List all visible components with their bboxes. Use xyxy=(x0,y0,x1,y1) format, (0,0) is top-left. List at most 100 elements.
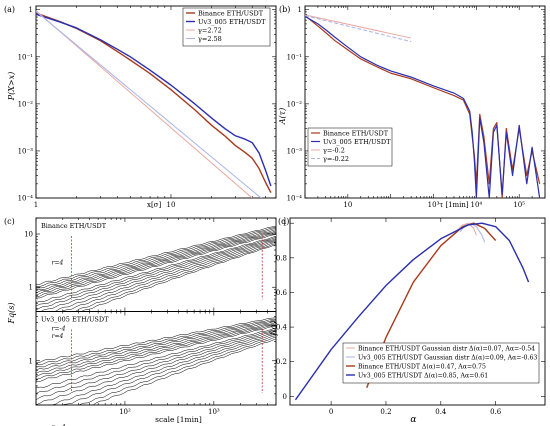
panel-d-ytick-label: 0.4 xyxy=(276,324,288,332)
panel-c-fq-curve xyxy=(36,225,276,286)
panel-a-series-line xyxy=(36,11,262,198)
panel-c-fq-curve xyxy=(36,329,276,394)
panel-b-legend-box xyxy=(307,127,393,167)
panel-c-fq-curve xyxy=(78,336,276,405)
panel-d-legend-label: Uv3_005 ETH/USDT Δ(α)=0.85, Aα=0.61 xyxy=(358,373,488,380)
panel-c-q-top-label: r=4 xyxy=(52,259,64,266)
panel-a-xtick-label: 1 xyxy=(34,201,38,209)
panel-d-legend-label: Binance ETH/USDT Gaussian distr Δ(α)=0.0… xyxy=(358,346,535,353)
panel-c-ylabel: Fq(s) xyxy=(7,302,16,324)
panel-d-series-line xyxy=(456,222,477,236)
panel-b-series-line xyxy=(305,15,412,43)
panel-c-fq-curve xyxy=(61,242,276,312)
panel-d-label: (d) xyxy=(278,217,289,226)
panel-a: 1 10 1 10⁻¹ 10⁻² 10⁻³ 10⁻⁴ (a) P(X>x) x[σ] Binance… xyxy=(4,5,277,209)
panel-c-fq-curve xyxy=(36,228,276,289)
panel-d-legend-label: Uv3_005 ETH/USDT Gaussian distr Δ(α)=0.0… xyxy=(358,355,537,362)
panel-a-ytick-label: 1 xyxy=(29,6,33,14)
panel-d-series-line xyxy=(366,222,497,388)
panel-c-fq-curve xyxy=(36,236,276,307)
panel-c-fq-curve xyxy=(36,234,276,301)
panel-a-ytick-label: 10⁻¹ xyxy=(18,53,34,61)
panel-b-legend-label: γ=-0.2 xyxy=(323,147,345,155)
panel-b-xtick-label: 10⁴ xyxy=(471,201,483,209)
panel-b-series-line xyxy=(305,15,541,198)
panel-d-ytick-label: 0.6 xyxy=(276,289,288,297)
panel-c-fq-curve xyxy=(36,319,276,368)
panel-d-legend-label: Binance ETH/USDT Δ(α)=0.47, Aα=0.75 xyxy=(358,364,486,371)
panel-c-q-bottom-label: r=-4 xyxy=(52,424,66,426)
panel-c-xtick-label: 10³ xyxy=(208,408,220,416)
panel-b-xlabel: τ [1min] xyxy=(439,201,469,209)
panel-c-fq-curve xyxy=(36,317,276,363)
panel-d-xtick-label: 0.6 xyxy=(490,408,502,416)
panel-a-series-line xyxy=(36,10,253,198)
panel-c-xtick-label: 10² xyxy=(119,408,131,416)
panel-b-label: (b) xyxy=(279,5,290,14)
panel-d: 0 0.2 0.4 0.6 0 0.2 0.4 0.6 0.8 1(d) f(α) α Binance … xyxy=(269,217,546,425)
panel-c-fq-curve xyxy=(36,322,276,374)
panel-a-ytick-label: 10⁻³ xyxy=(18,147,34,155)
panel-c-fq-curve xyxy=(36,229,276,291)
panel-c-fq-curve xyxy=(36,235,276,303)
panel-b-ytick-label: 10⁻³ xyxy=(287,147,303,155)
panel-b: 10 10³ 10⁴ 10⁵ 1 10⁻¹ 10⁻² 10⁻³ 10⁻⁴ (b) A(τ) τ [1m… xyxy=(278,5,546,209)
panel-c-fq-curve xyxy=(92,338,276,405)
panel-b-legend-label: Binance ETH/USDT xyxy=(323,130,389,138)
panel-a-xtick-label: 10 xyxy=(167,201,176,209)
panel-c-sub-ytick-label: 1 xyxy=(29,284,33,292)
panel-a-legend-box xyxy=(182,7,271,47)
panel-c-fq-curve xyxy=(36,227,276,287)
panel-c-fq-curve xyxy=(36,320,276,371)
panel-c-fq-curve xyxy=(81,244,276,312)
panel-c-fq-curve xyxy=(36,326,276,382)
panel-b-legend-label: γ=-0.22 xyxy=(323,155,349,163)
panel-b-xtick-label: 10⁵ xyxy=(513,201,525,209)
panel-a-series-line xyxy=(36,13,272,187)
panel-b-ytick-label: 10⁻¹ xyxy=(287,53,303,61)
panel-b-ytick-label: 10⁻⁴ xyxy=(287,195,303,203)
panel-b-xtick-label: 10³ xyxy=(428,201,440,209)
panel-c-fq-curve xyxy=(36,234,276,299)
panel-c-fq-curve xyxy=(52,241,276,312)
panel-c-subtitle: Uv3_005 ETH/USDT xyxy=(41,316,109,324)
panel-c-fq-curve xyxy=(36,231,276,296)
panel-c-sub-ytick-label: 1 xyxy=(29,357,33,365)
panel-d-series-line xyxy=(294,222,530,401)
panel-a-legend-label: γ=2.58 xyxy=(198,35,222,43)
panel-c-xlabel: scale [1min] xyxy=(155,415,202,424)
panel-c-subtitle: Binance ETH/USDT xyxy=(41,222,107,230)
panel-a-legend-label: γ=2.72 xyxy=(198,27,222,35)
panel-c-q-bottom-label: r=-4 xyxy=(52,325,66,332)
panel-d-xtick-label: 0.2 xyxy=(380,408,391,416)
panel-a-legend-label: Binance ETH/USDT xyxy=(198,10,264,18)
panel-c-fq-curve xyxy=(36,327,276,389)
panel-a-frame xyxy=(35,5,277,199)
panel-c-fq-curve xyxy=(36,330,276,401)
panel-b-series-line xyxy=(305,14,412,39)
panel-a-label: (a) xyxy=(4,5,15,14)
panel-c-fq-curve xyxy=(47,334,276,405)
panel-c-fq-curve xyxy=(36,324,276,380)
panel-a-ytick-label: 10⁻⁴ xyxy=(18,195,34,203)
panel-b-xtick-label: 10 xyxy=(343,201,352,209)
panel-c-sub-ytick-label: 10 xyxy=(24,231,33,239)
panel-c-label: (c) xyxy=(4,217,15,226)
panel-c-fq-curve xyxy=(36,318,276,366)
panel-c-fq-curve xyxy=(36,326,276,385)
panel-c-sub-frame xyxy=(35,311,277,406)
panel-c-fq-curve xyxy=(36,332,276,405)
panel-c-fq-curve xyxy=(36,233,276,298)
panel-d-ytick-label: 1 xyxy=(283,220,287,228)
panel-b-legend-label: Uv3_005 ETH/USDT xyxy=(323,138,391,146)
panel-c-fq-curve xyxy=(36,230,276,294)
panel-a-legend-label: Uv3_005 ETH/USDT xyxy=(198,18,266,26)
panel-c-fq-curve xyxy=(36,323,276,377)
panel-c-q-top-label: r=4 xyxy=(52,333,64,340)
panel-b-ylabel: A(τ) xyxy=(278,108,287,125)
panel-d-ytick-label: 0 xyxy=(283,393,287,401)
panel-d-ylabel: f(α) xyxy=(269,321,278,337)
panel-b-frame xyxy=(304,5,546,199)
